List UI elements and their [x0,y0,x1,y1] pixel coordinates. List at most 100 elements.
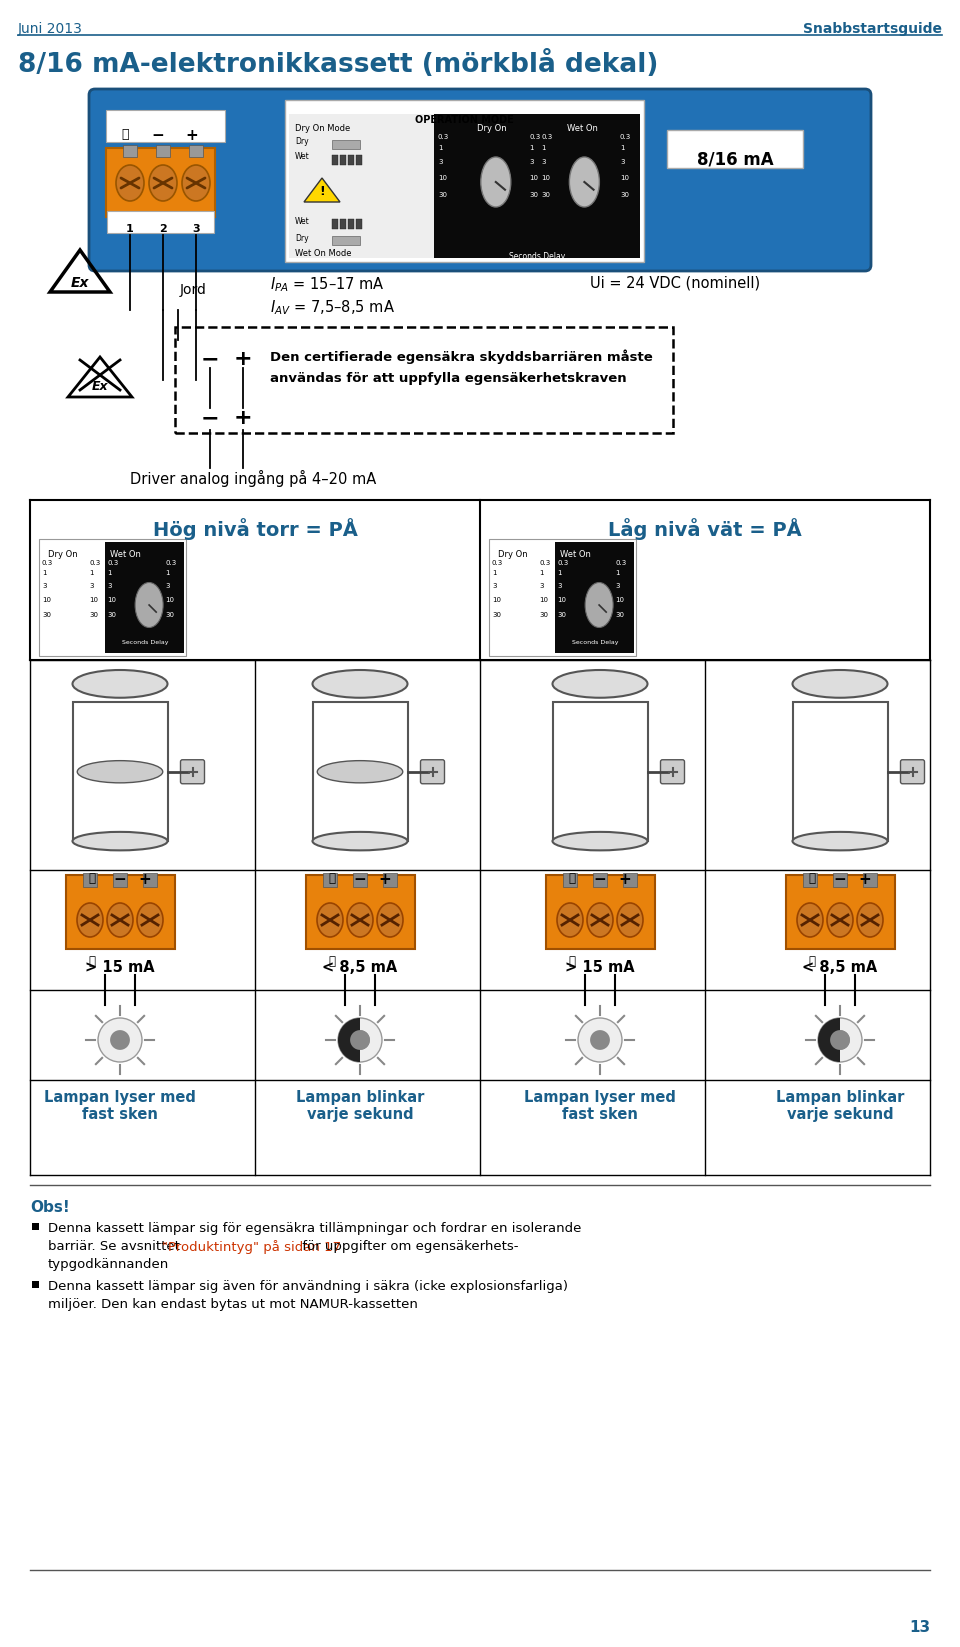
Text: 30: 30 [492,613,501,618]
Bar [383,873,397,888]
Text: < 8,5 mA: < 8,5 mA [323,960,397,975]
Text: 30: 30 [615,613,624,618]
Text: 3: 3 [557,583,562,590]
Text: 1: 1 [540,570,543,576]
Text: Juni 2013: Juni 2013 [18,21,83,36]
Text: 10: 10 [529,175,538,181]
Circle shape [818,1018,862,1062]
Bar [323,873,337,888]
Text: $\mathit{I}_{PA}$ = 15–17 mA: $\mathit{I}_{PA}$ = 15–17 mA [270,275,385,293]
Bar [289,114,434,259]
Circle shape [338,1018,382,1062]
Bar [123,145,137,156]
Text: Wet On: Wet On [567,124,598,133]
Text: 0.3: 0.3 [438,133,449,140]
Text: 0.3: 0.3 [557,560,568,567]
Text: Jord: Jord [180,283,206,296]
Text: ⏚: ⏚ [328,955,335,968]
Text: 30: 30 [557,613,566,618]
Bar [143,873,157,888]
Text: 1: 1 [438,145,443,152]
FancyBboxPatch shape [65,875,175,949]
Text: 0.3: 0.3 [615,560,626,567]
Text: 1: 1 [557,570,562,576]
Bar [863,873,877,888]
Text: $\mathit{I}_{AV}$ = 7,5–8,5 mA: $\mathit{I}_{AV}$ = 7,5–8,5 mA [270,298,395,316]
Text: Obs!: Obs! [30,1201,70,1215]
Bar [553,702,647,842]
Text: 8/16 mA-elektronikkassett (mörkblå dekal): 8/16 mA-elektronikkassett (mörkblå dekal… [18,49,659,77]
Text: Hög nivå torr = PÅ: Hög nivå torr = PÅ [153,519,357,540]
Text: !: ! [319,184,324,198]
Text: 10: 10 [615,596,624,603]
Ellipse shape [347,903,373,937]
FancyBboxPatch shape [106,110,225,142]
Bar [623,873,637,888]
Ellipse shape [793,832,887,850]
Text: +: + [378,871,392,888]
Bar [434,114,640,259]
Bar [803,873,817,888]
Bar [32,1224,39,1230]
FancyBboxPatch shape [107,211,214,232]
Circle shape [578,1018,622,1062]
FancyBboxPatch shape [39,539,186,656]
Text: 10: 10 [492,596,501,603]
Text: Dry On: Dry On [48,550,78,558]
Text: Snabbstartsguide: Snabbstartsguide [803,21,942,36]
Text: ⏚: ⏚ [121,128,129,142]
Text: Wet: Wet [295,217,310,226]
Text: 10: 10 [89,596,98,603]
Text: 10: 10 [108,596,116,603]
Bar [833,873,847,888]
Bar [555,542,634,652]
Ellipse shape [827,903,853,937]
Bar [793,702,887,842]
Ellipse shape [617,903,643,937]
Text: 3: 3 [615,583,619,590]
Text: 0.3: 0.3 [42,560,53,567]
Text: −: − [353,871,367,888]
Text: 30: 30 [438,193,447,198]
Text: barriär. Se avsnittet: barriär. Se avsnittet [48,1240,184,1253]
Ellipse shape [317,761,403,782]
Text: +: + [618,871,632,888]
FancyBboxPatch shape [900,759,924,784]
Text: Dry On: Dry On [498,550,528,558]
Text: Wet On: Wet On [110,550,141,558]
Text: 3: 3 [540,583,543,590]
Bar [340,219,346,229]
Text: 10: 10 [540,596,548,603]
Ellipse shape [377,903,403,937]
Text: Lampan lyser med
fast sken: Lampan lyser med fast sken [44,1090,196,1122]
Text: Denna kassett lämpar sig även för användning i säkra (icke explosionsfarliga): Denna kassett lämpar sig även för använd… [48,1280,568,1293]
FancyBboxPatch shape [285,100,644,262]
Text: ⏚: ⏚ [328,871,335,884]
Text: 30: 30 [89,613,98,618]
Polygon shape [304,178,340,203]
Text: Ui = 24 VDC (nominell): Ui = 24 VDC (nominell) [590,275,760,290]
Text: 0.3: 0.3 [89,560,101,567]
Text: +: + [858,871,872,888]
Text: ⏚: ⏚ [568,955,575,968]
Text: typgodkännanden: typgodkännanden [48,1258,169,1271]
Text: −: − [113,871,127,888]
Text: ⏚: ⏚ [88,871,95,884]
Ellipse shape [587,903,613,937]
Text: 10: 10 [541,175,550,181]
Text: 10: 10 [438,175,447,181]
Ellipse shape [73,832,167,850]
Text: Denna kassett lämpar sig för egensäkra tillämpningar och fordrar en isolerande: Denna kassett lämpar sig för egensäkra t… [48,1222,582,1235]
Text: 3: 3 [108,583,111,590]
Text: 10: 10 [620,175,629,181]
Text: +: + [233,408,252,428]
Text: +: + [138,871,152,888]
FancyBboxPatch shape [180,759,204,784]
FancyBboxPatch shape [420,759,444,784]
Text: ⏚: ⏚ [808,955,815,968]
Ellipse shape [149,165,177,201]
Text: 1: 1 [42,570,46,576]
Wedge shape [818,1018,840,1062]
Text: 8/16 mA: 8/16 mA [697,152,774,170]
Ellipse shape [107,903,133,937]
